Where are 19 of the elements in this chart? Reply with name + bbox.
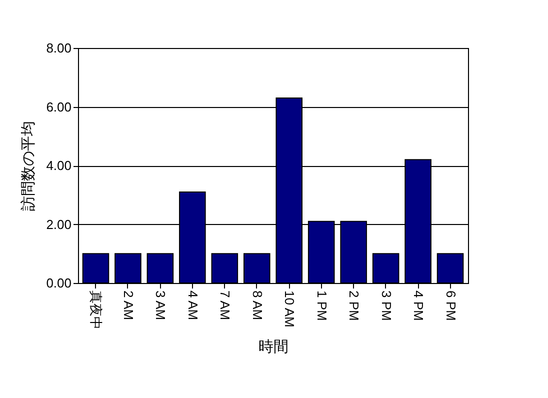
x-axis-title: 時間 xyxy=(258,338,288,356)
x-tick-label: 2 AM xyxy=(120,290,136,320)
y-tick-label: 4.00 xyxy=(46,158,72,173)
x-tick-label: 4 AM xyxy=(185,290,200,320)
x-tick-label: 2 PM xyxy=(346,290,362,321)
x-tick-label: 4 PM xyxy=(411,290,426,321)
y-tick-label: 8.00 xyxy=(46,40,72,56)
y-tick-label: 6.00 xyxy=(46,99,72,114)
y-axis-title: 訪問数の平均 xyxy=(20,121,38,211)
x-tick-label: 真夜中 xyxy=(88,290,104,330)
x-tick-label: 8 AM xyxy=(250,290,265,320)
x-tick-label: 1 PM xyxy=(314,290,330,321)
x-tick-label: 3 AM xyxy=(153,290,168,320)
y-tick-label: 0.00 xyxy=(46,276,72,290)
x-tick-label: 6 PM xyxy=(443,290,458,321)
x-tick-label: 7 AM xyxy=(218,290,233,320)
x-tick-label: 10 AM xyxy=(282,290,298,328)
y-tick-label: 2.00 xyxy=(46,216,72,232)
x-tick-label: 3 PM xyxy=(378,290,394,321)
